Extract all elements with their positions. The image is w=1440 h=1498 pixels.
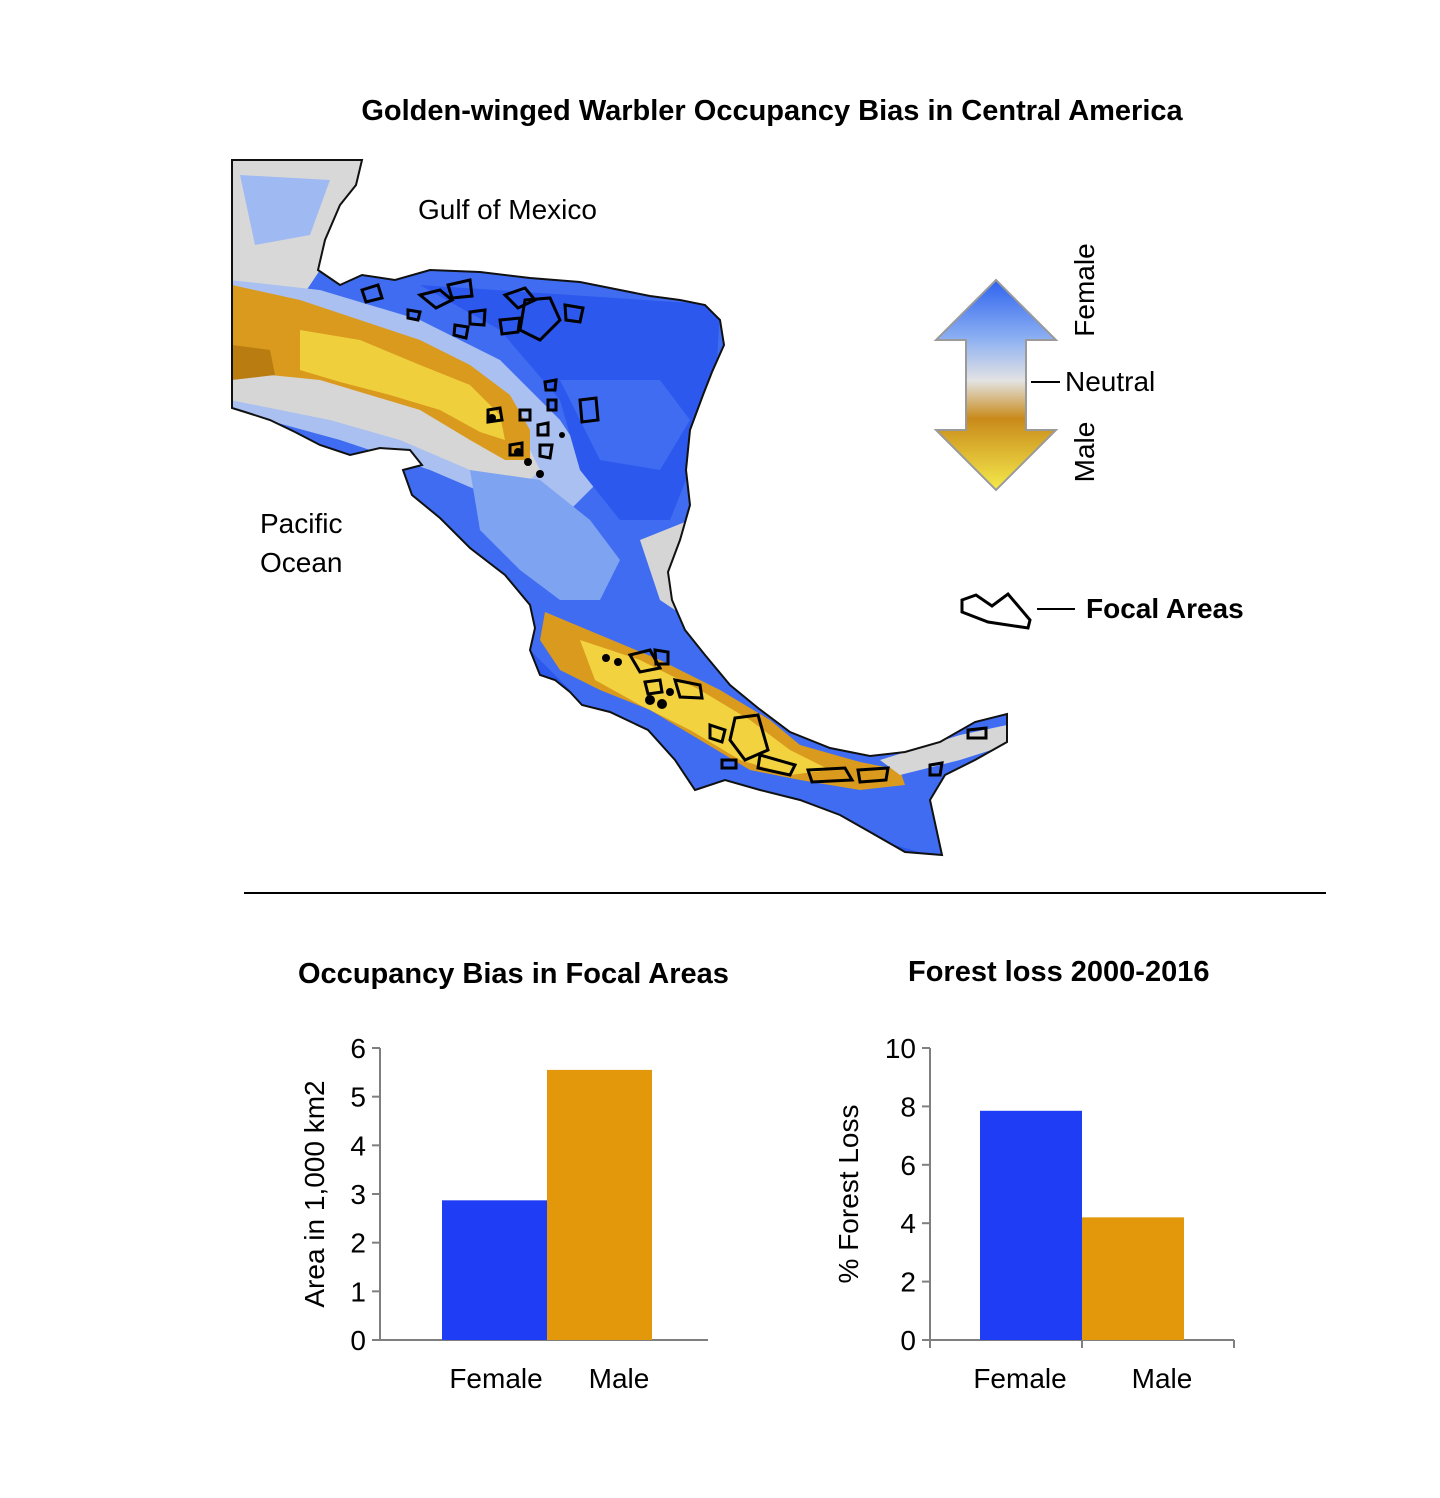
chart2-y-tick-label: 0: [900, 1325, 916, 1356]
focal-area-polygons: [360, 278, 988, 784]
pacific-ocean-label-line1: Pacific: [260, 508, 343, 539]
focal-area-legend-symbol: [960, 591, 1032, 630]
chart2-y-tick-label: 8: [900, 1091, 916, 1122]
gulf-of-mexico-label: Gulf of Mexico: [418, 194, 597, 225]
chart1-y-tick-label: 4: [350, 1130, 366, 1161]
chart1-title: Occupancy Bias in Focal Areas: [298, 958, 729, 990]
chart2-category-label-male: Male: [1132, 1363, 1193, 1394]
chart1-y-tick-label: 6: [350, 1033, 366, 1064]
chart2-bar-female: [980, 1110, 1082, 1340]
chart1-y-axis-label: Area in 1,000 km2: [299, 1080, 330, 1307]
legend-neutral-label: Neutral: [1065, 366, 1156, 397]
chart2-y-tick-label: 6: [900, 1150, 916, 1181]
legend-female-label: Female: [1069, 243, 1100, 337]
pacific-ocean-label-line2: Ocean: [260, 547, 343, 578]
occupancy-map: [231, 159, 1326, 894]
chart2-title: Forest loss 2000-2016: [908, 956, 1210, 988]
chart2-y-axis-label: % Forest Loss: [833, 1105, 864, 1284]
chart2-bar-male: [1082, 1217, 1184, 1340]
figure-title: Golden-winged Warbler Occupancy Bias in …: [361, 95, 1183, 127]
chart1-y-tick-label: 1: [350, 1276, 366, 1307]
chart2-category-label-female: Female: [973, 1363, 1066, 1394]
chart1-category-label-female: Female: [449, 1363, 542, 1394]
chart2-y-tick-label: 10: [885, 1033, 916, 1064]
bias-gradient-arrow: [933, 278, 1059, 492]
chart1-category-label-male: Male: [589, 1363, 650, 1394]
chart-forest-loss: 0 2 4 6 8 10 Female Male % Forest Loss: [833, 1033, 1235, 1394]
chart1-y-tick-label: 2: [350, 1228, 366, 1259]
chart1-y-tick-label: 3: [350, 1179, 366, 1210]
chart2-y-tick-label: 4: [900, 1208, 916, 1239]
chart2-y-tick-label: 2: [900, 1267, 916, 1298]
chart1-y-tick-label: 0: [350, 1325, 366, 1356]
chart1-y-tick-label: 5: [350, 1082, 366, 1113]
legend-focal-areas-label: Focal Areas: [1086, 593, 1244, 624]
legend-male-label: Male: [1069, 421, 1100, 483]
chart-occupancy-bias: 0 1 2 3 4 5 6 Female Male Area in 1,000 km2: [299, 1033, 708, 1394]
chart1-bar-male: [547, 1069, 652, 1340]
chart1-bar-female: [442, 1200, 547, 1340]
focal-area-dots: [488, 414, 674, 709]
